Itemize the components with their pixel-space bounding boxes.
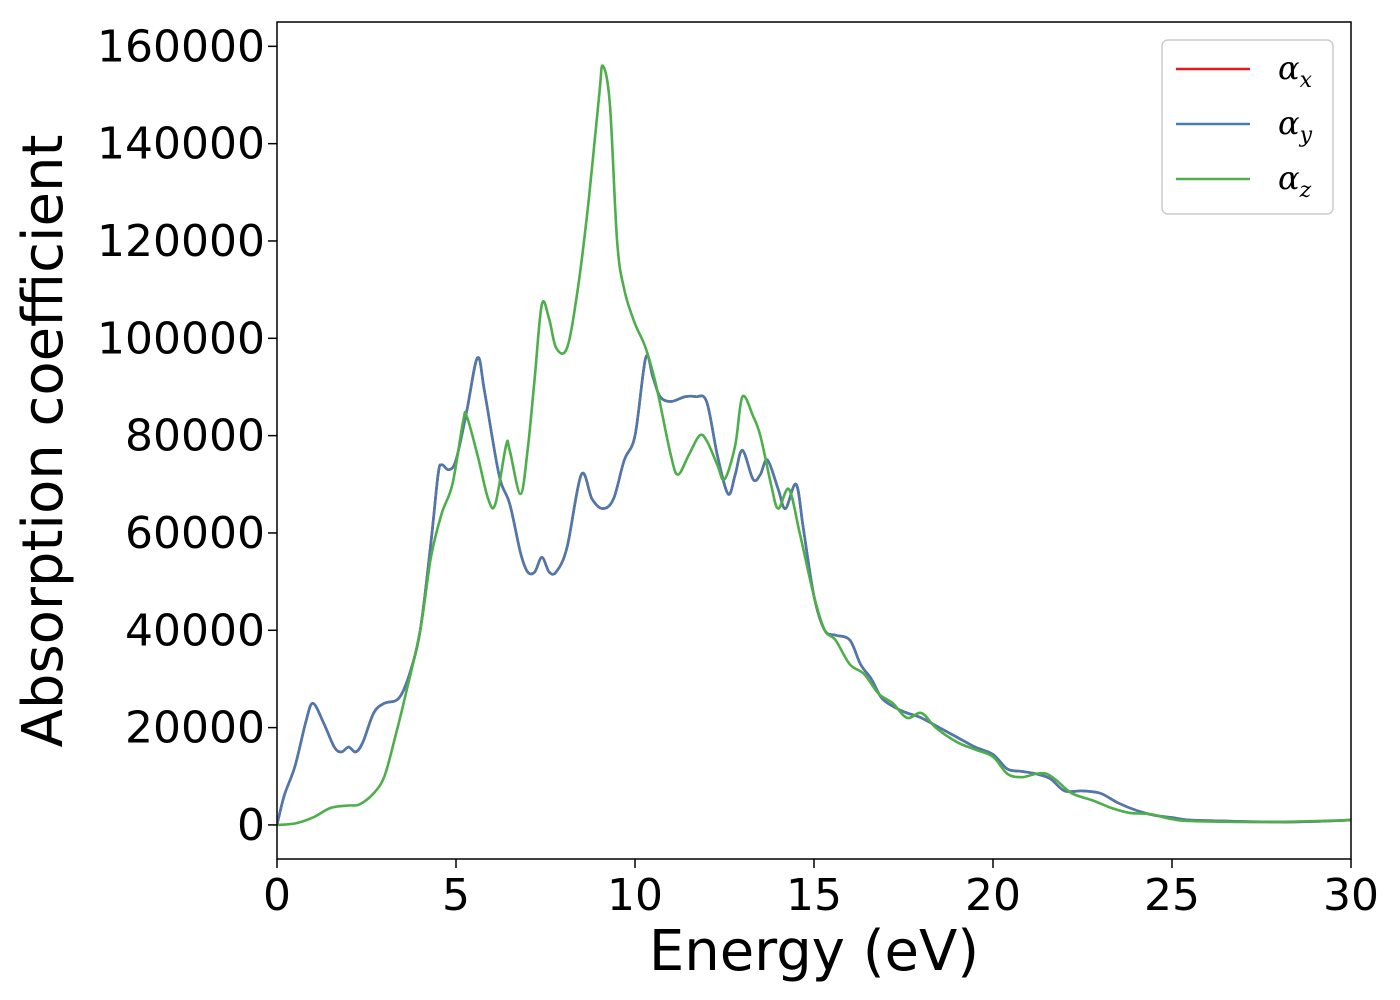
x-tick-label: 30 <box>1323 870 1379 921</box>
legend-box <box>1161 39 1334 215</box>
series-layer <box>277 64 1351 827</box>
y-axis-label: Absorption coefficient <box>11 135 76 748</box>
y-tick-label: 0 <box>237 800 265 851</box>
x-tick-label: 25 <box>1144 870 1200 921</box>
x-tick-label: 20 <box>965 870 1021 921</box>
x-tick-label: 15 <box>786 870 842 921</box>
y-tick-label: 40000 <box>125 605 265 656</box>
series-line-z <box>277 64 1351 827</box>
x-tick-label: 0 <box>263 870 291 921</box>
x-tick-label: 5 <box>442 870 470 921</box>
x-axis-label: Energy (eV) <box>649 919 979 984</box>
y-tick-label: 60000 <box>125 508 265 559</box>
y-tick-label: 20000 <box>125 703 265 754</box>
series-line-y <box>277 354 1351 826</box>
y-tick-label: 100000 <box>97 313 265 364</box>
x-tick-label: 10 <box>607 870 663 921</box>
y-tick-label: 140000 <box>97 119 265 170</box>
legend-subscript: x <box>1300 68 1313 93</box>
legend-subscript: y <box>1299 123 1313 148</box>
y-tick-label: 160000 <box>97 21 265 72</box>
y-axis: 0 20000 40000 60000 80000 100000 120000 140000 1… <box>97 21 277 851</box>
y-tick-label: 80000 <box>125 411 265 462</box>
legend-subscript: z <box>1299 178 1312 203</box>
x-axis: 0 5 10 15 20 25 30 <box>263 859 1379 921</box>
y-tick-label: 120000 <box>97 216 265 267</box>
